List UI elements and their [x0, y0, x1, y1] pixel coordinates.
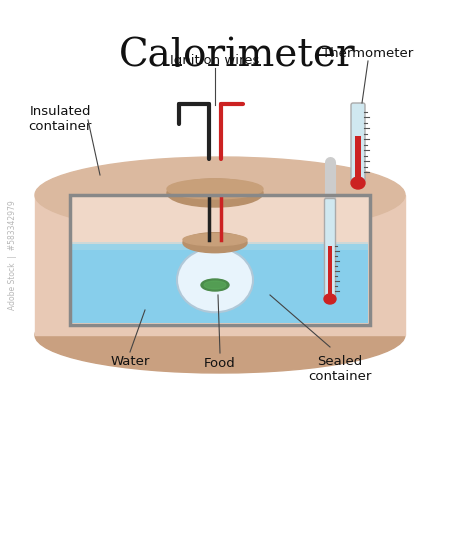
Ellipse shape: [201, 279, 229, 291]
FancyBboxPatch shape: [72, 244, 368, 323]
FancyBboxPatch shape: [351, 103, 365, 182]
Text: Ignition wires: Ignition wires: [170, 54, 260, 67]
FancyBboxPatch shape: [325, 198, 336, 299]
Text: Water: Water: [110, 355, 150, 368]
Text: Insulated
container: Insulated container: [28, 105, 91, 133]
FancyBboxPatch shape: [72, 242, 368, 250]
Text: Adobe Stock  |  #583342979: Adobe Stock | #583342979: [8, 200, 17, 310]
Text: Food: Food: [204, 357, 236, 370]
Ellipse shape: [167, 179, 263, 199]
FancyBboxPatch shape: [70, 195, 370, 325]
Ellipse shape: [177, 248, 253, 312]
Ellipse shape: [167, 179, 263, 207]
Text: Calorimeter: Calorimeter: [118, 37, 356, 74]
FancyBboxPatch shape: [328, 246, 332, 294]
FancyBboxPatch shape: [355, 136, 361, 177]
Ellipse shape: [35, 297, 405, 373]
Ellipse shape: [35, 157, 405, 233]
Polygon shape: [35, 195, 405, 335]
Text: Sealed
container: Sealed container: [308, 355, 372, 383]
Ellipse shape: [324, 294, 336, 304]
Ellipse shape: [183, 233, 247, 253]
Ellipse shape: [351, 177, 365, 189]
Ellipse shape: [204, 281, 226, 289]
Ellipse shape: [183, 234, 247, 246]
Text: Thermometer: Thermometer: [322, 47, 414, 60]
